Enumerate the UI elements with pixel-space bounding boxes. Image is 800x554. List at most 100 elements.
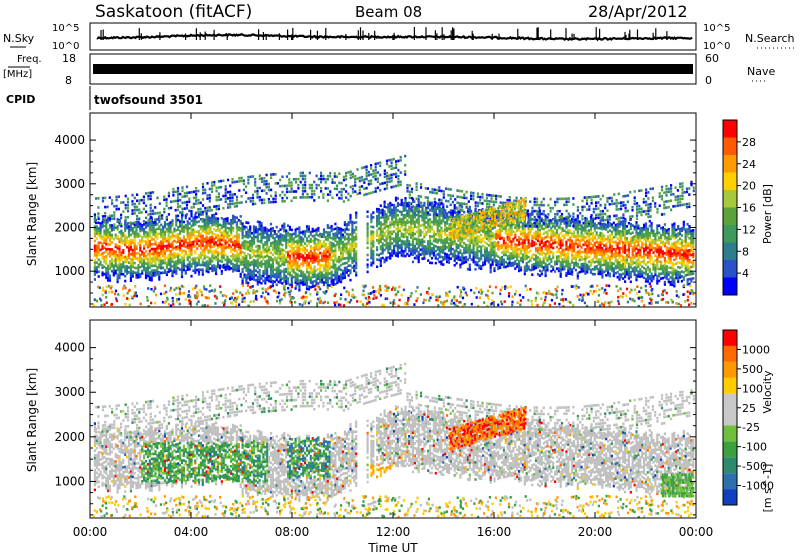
scatter-cell — [204, 238, 206, 241]
scatter-cell — [283, 223, 285, 226]
scatter-cell — [552, 256, 554, 259]
scatter-cell — [259, 240, 261, 243]
scatter-cell — [132, 222, 134, 225]
scatter-cell — [175, 229, 177, 232]
scatter-cell — [584, 251, 586, 254]
scatter-cell — [463, 259, 465, 262]
scatter-cell — [139, 235, 141, 238]
scatter-cell — [533, 263, 535, 266]
scatter-cell — [295, 253, 297, 256]
scatter-cell — [586, 240, 588, 243]
scatter-cell — [584, 253, 586, 256]
scatter-cell — [105, 241, 107, 244]
scatter-cell — [111, 265, 113, 268]
scatter-cell — [507, 246, 509, 249]
scatter-cell — [209, 229, 211, 232]
scatter-cell — [367, 235, 369, 238]
scatter-cell — [440, 241, 442, 244]
scatter-cell — [259, 252, 261, 255]
scatter-cell — [476, 249, 478, 252]
scatter-cell — [145, 277, 147, 280]
scatter-cell — [168, 227, 170, 230]
scatter-cell — [531, 225, 533, 228]
scatter-cell — [420, 232, 422, 235]
scatter-cell — [149, 230, 151, 233]
scatter-cell — [243, 259, 245, 262]
scatter-cell — [546, 235, 548, 238]
scatter-cell — [171, 255, 173, 258]
scatter-cell — [300, 275, 302, 278]
scatter-cell — [139, 244, 141, 247]
scatter-cell — [259, 276, 261, 279]
scatter-cell — [550, 258, 552, 261]
scatter-cell — [331, 247, 333, 250]
scatter-cell — [238, 245, 240, 248]
scatter-cell — [107, 231, 109, 234]
scatter-cell — [156, 266, 158, 269]
scatter-cell — [355, 267, 357, 270]
scatter-cell — [329, 248, 331, 251]
scatter-cell — [164, 240, 166, 243]
scatter-cell — [418, 201, 420, 204]
scatter-cell — [173, 271, 175, 274]
scatter-cell — [514, 260, 516, 263]
scatter-cell — [376, 246, 378, 249]
scatter-cell — [162, 262, 164, 265]
scatter-cell — [298, 226, 300, 229]
scatter-cell — [202, 228, 204, 231]
scatter-cell — [228, 227, 230, 230]
scatter-cell — [154, 255, 156, 258]
scatter-cell — [526, 248, 528, 251]
scatter-cell — [295, 262, 297, 265]
scatter-cell — [147, 272, 149, 275]
scatter-cell — [321, 252, 323, 255]
scatter-cell — [509, 262, 511, 265]
scatter-cell — [168, 239, 170, 242]
scatter-cell — [348, 240, 350, 243]
scatter-cell — [353, 255, 355, 258]
scatter-cell — [266, 235, 268, 238]
scatter-cell — [395, 235, 397, 238]
scatter-cell — [143, 262, 145, 265]
scatter-cell — [552, 268, 554, 271]
scatter-cell — [194, 271, 196, 274]
scatter-cell — [348, 228, 350, 231]
scatter-cell — [314, 261, 316, 264]
scatter-cell — [404, 255, 406, 258]
scatter-cell — [238, 248, 240, 251]
scatter-cell — [306, 240, 308, 243]
scatter-cell — [308, 266, 310, 269]
scatter-cell — [143, 247, 145, 250]
scatter-cell — [560, 263, 562, 266]
scatter-cell — [162, 259, 164, 262]
scatter-cell — [236, 217, 238, 220]
scatter-cell — [459, 244, 461, 247]
scatter-cell — [204, 255, 206, 258]
scatter-cell — [207, 216, 209, 219]
scatter-cell — [158, 259, 160, 262]
scatter-cell — [492, 244, 494, 247]
scatter-cell — [289, 272, 291, 275]
scatter-cell — [469, 252, 471, 255]
scatter-cell — [438, 251, 440, 254]
scatter-cell — [207, 259, 209, 262]
scatter-cell — [545, 217, 547, 220]
scatter-cell — [399, 237, 401, 240]
scatter-cell — [440, 256, 442, 259]
scatter-cell — [168, 242, 170, 245]
scatter-cell — [338, 232, 340, 235]
scatter-cell — [171, 260, 173, 263]
scatter-cell — [325, 269, 327, 272]
scatter-cell — [387, 256, 389, 259]
scatter-cell — [416, 240, 418, 243]
scatter-cell — [101, 238, 103, 241]
scatter-cell — [486, 254, 488, 257]
scatter-cell — [344, 224, 346, 227]
scatter-cell — [503, 244, 505, 247]
scatter-cell — [450, 212, 452, 215]
scatter-cell — [185, 250, 187, 253]
scatter-cell — [367, 225, 369, 228]
scatter-cell — [291, 267, 293, 270]
scatter-cell — [206, 260, 208, 263]
scatter-cell — [490, 264, 492, 267]
